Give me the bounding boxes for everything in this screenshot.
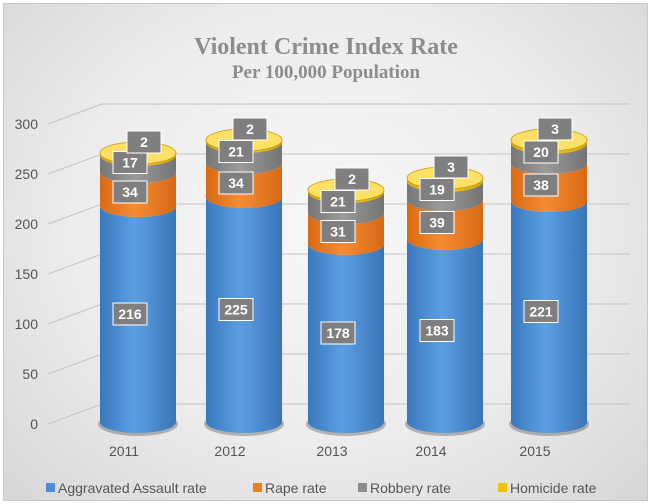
data-label-2013-3: 2 bbox=[334, 167, 370, 191]
gridline-floor-4 bbox=[47, 203, 103, 225]
legend: Aggravated Assault rate Rape rate Robbery … bbox=[46, 480, 597, 496]
crime-rate-chart: Violent Crime Index Rate Per 100,000 Pop… bbox=[15, 34, 630, 496]
legend-swatch bbox=[358, 483, 367, 492]
data-label-value: 19 bbox=[429, 182, 445, 198]
data-label-box bbox=[126, 130, 162, 154]
x-category-label: 2012 bbox=[214, 443, 245, 459]
data-label-value: 3 bbox=[551, 121, 559, 137]
data-label-value: 20 bbox=[533, 144, 549, 160]
data-label-2015-2: 20 bbox=[523, 140, 559, 164]
data-label-2011-1: 34 bbox=[112, 180, 148, 204]
y-tick-label: 50 bbox=[22, 366, 38, 382]
legend-item-rape-rate: Rape rate bbox=[253, 480, 327, 496]
data-label-2014-0: 183 bbox=[419, 319, 455, 342]
gridline-floor-1 bbox=[47, 353, 103, 375]
chart-title: Violent Crime Index Rate bbox=[194, 34, 458, 60]
data-label-2014-1: 39 bbox=[419, 211, 455, 234]
data-label-value: 39 bbox=[429, 215, 445, 231]
data-label-box bbox=[112, 180, 148, 204]
data-label-value: 221 bbox=[529, 304, 553, 320]
legend-swatch bbox=[46, 483, 55, 492]
gridline-floor-6 bbox=[47, 103, 103, 125]
legend-label: Rape rate bbox=[265, 480, 327, 496]
chart-subtitle: Per 100,000 Population bbox=[232, 62, 421, 83]
data-label-value: 2 bbox=[246, 121, 254, 137]
data-label-2012-3: 2 bbox=[232, 117, 268, 141]
data-label-2015-3: 3 bbox=[537, 117, 573, 141]
y-tick-label: 300 bbox=[15, 116, 39, 132]
y-tick-label: 200 bbox=[15, 216, 39, 232]
chart-area: Violent Crime Index Rate Per 100,000 Pop… bbox=[3, 3, 648, 501]
data-label-2011-3: 2 bbox=[126, 130, 162, 154]
x-axis-categories: 2011 2012 2013 2014 2015 bbox=[109, 443, 551, 459]
data-label-box bbox=[334, 167, 370, 191]
data-label-box bbox=[419, 211, 455, 234]
legend-item-robbery-rate: Robbery rate bbox=[358, 480, 451, 496]
data-label-value: 21 bbox=[228, 144, 244, 160]
data-label-value: 34 bbox=[122, 184, 138, 200]
data-label-value: 178 bbox=[326, 325, 350, 341]
x-category-label: 2011 bbox=[109, 443, 139, 459]
data-label-value: 183 bbox=[425, 323, 449, 339]
data-label-box bbox=[232, 117, 268, 141]
data-label-box bbox=[523, 173, 559, 197]
legend-label: Robbery rate bbox=[370, 480, 451, 496]
y-tick-label: 100 bbox=[15, 316, 39, 332]
data-label-box bbox=[537, 117, 573, 141]
legend-item-homicide-rate: Homicide rate bbox=[498, 480, 597, 496]
legend-label: Aggravated Assault rate bbox=[58, 480, 207, 496]
gridline-floor-2 bbox=[47, 303, 103, 325]
data-label-2011-2: 17 bbox=[112, 151, 148, 174]
data-label-2012-1: 34 bbox=[218, 171, 254, 195]
data-label-2011-0: 216 bbox=[112, 302, 148, 326]
data-label-value: 17 bbox=[122, 155, 138, 171]
y-tick-label: 150 bbox=[15, 266, 39, 282]
data-label-value: 3 bbox=[447, 159, 455, 175]
data-label-2015-1: 38 bbox=[523, 173, 559, 197]
data-label-box bbox=[112, 302, 148, 326]
data-label-value: 225 bbox=[224, 302, 248, 318]
data-label-2013-0: 178 bbox=[320, 321, 356, 345]
data-label-value: 31 bbox=[330, 224, 346, 240]
data-label-value: 21 bbox=[330, 194, 346, 210]
data-label-box bbox=[320, 220, 356, 243]
gridline-floor-3 bbox=[47, 253, 103, 275]
gridline-floor-5 bbox=[47, 153, 103, 175]
x-category-label: 2015 bbox=[519, 443, 550, 459]
y-tick-label: 250 bbox=[15, 166, 39, 182]
legend-swatch bbox=[498, 483, 507, 492]
data-label-2014-2: 19 bbox=[419, 178, 455, 201]
data-label-box bbox=[320, 321, 356, 345]
gridline-floor-0 bbox=[47, 403, 103, 425]
y-axis-ticks: 0 50 100 150 200 250 300 bbox=[15, 116, 39, 432]
data-label-box bbox=[523, 140, 559, 164]
data-label-2015-0: 221 bbox=[523, 300, 559, 323]
data-label-box bbox=[433, 155, 469, 179]
data-label-value: 2 bbox=[140, 134, 148, 150]
data-label-2012-2: 21 bbox=[218, 140, 254, 163]
data-label-box bbox=[523, 300, 559, 323]
data-label-2013-2: 21 bbox=[320, 190, 356, 213]
data-label-2012-0: 225 bbox=[218, 298, 254, 321]
data-label-box bbox=[419, 319, 455, 342]
y-tick-label: 0 bbox=[30, 416, 38, 432]
data-label-value: 2 bbox=[348, 171, 356, 187]
legend-swatch bbox=[253, 483, 262, 492]
data-label-box bbox=[218, 171, 254, 195]
x-category-label: 2013 bbox=[316, 443, 347, 459]
legend-item-aggravated-assault-rate: Aggravated Assault rate bbox=[46, 480, 207, 496]
data-label-value: 216 bbox=[118, 306, 142, 322]
data-label-2013-1: 31 bbox=[320, 220, 356, 243]
data-label-box bbox=[218, 298, 254, 321]
data-label-2014-3: 3 bbox=[433, 155, 469, 179]
legend-label: Homicide rate bbox=[510, 480, 597, 496]
data-label-value: 38 bbox=[533, 177, 549, 193]
data-label-value: 34 bbox=[228, 175, 244, 191]
x-category-label: 2014 bbox=[415, 443, 446, 459]
